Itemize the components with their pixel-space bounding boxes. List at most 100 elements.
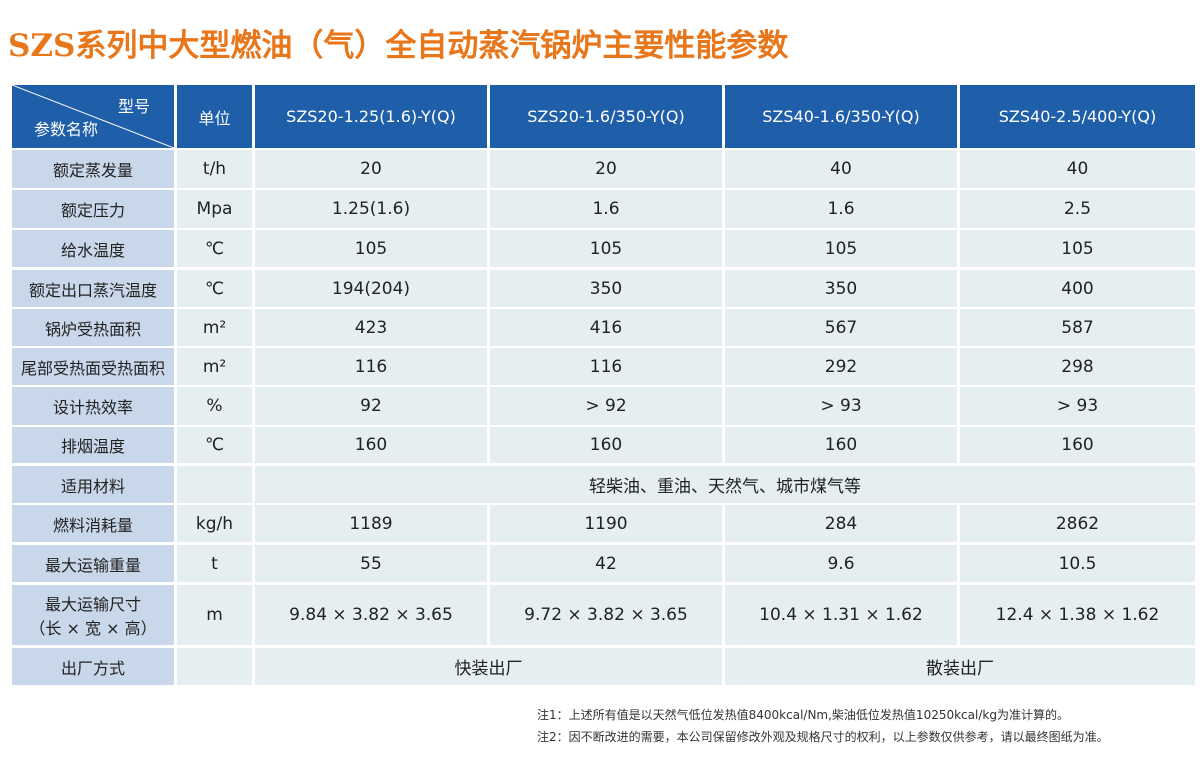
- row-label: 燃料消耗量: [12, 505, 174, 542]
- row-label: 适用材料: [12, 466, 174, 503]
- label-line: 出厂方式: [60, 658, 125, 678]
- value: 20: [255, 150, 487, 188]
- unit: ℃: [177, 230, 252, 267]
- label-line: 设计热效率: [52, 398, 133, 417]
- unit: m²: [177, 348, 252, 385]
- note: 注2：因不断改进的需要，本公司保留修改外观及规格尺寸的权利，以上参数仅供参考，请…: [537, 730, 1109, 744]
- unit: Mpa: [177, 190, 252, 228]
- value: 160: [490, 427, 722, 463]
- label-line: 燃料消耗量: [52, 515, 133, 535]
- value: 160: [255, 427, 487, 463]
- value: 1190: [490, 505, 722, 542]
- value: 快装出厂: [255, 648, 722, 685]
- unit: %: [177, 387, 252, 425]
- value: 1.6: [490, 190, 722, 228]
- unit: ℃: [177, 270, 252, 307]
- header-model: SZS20-1.6/350-Y(Q): [490, 85, 722, 148]
- row-label: 锅炉受热面积: [12, 309, 174, 346]
- label-line: 锅炉受热面积: [44, 319, 141, 339]
- unit: m²: [177, 309, 252, 346]
- value: 2.5: [960, 190, 1195, 228]
- value: 9.84 × 3.82 × 3.65: [255, 585, 487, 645]
- value: 1.6: [725, 190, 957, 228]
- value: 160: [960, 427, 1195, 463]
- value: > 93: [960, 387, 1195, 425]
- value: > 92: [490, 387, 722, 425]
- unit: kg/h: [177, 505, 252, 542]
- value: 423: [255, 309, 487, 346]
- unit: m: [177, 585, 252, 645]
- value: 42: [490, 545, 722, 582]
- value: 55: [255, 545, 487, 582]
- note: 注1：上述所有值是以天然气低位发热值8400kcal/Nm,柴油低位发热值102…: [537, 708, 1069, 722]
- label-line: 最大运输尺寸: [44, 595, 141, 614]
- value: 194(204): [255, 270, 487, 307]
- unit: t/h: [177, 150, 252, 188]
- header-model: SZS40-2.5/400-Y(Q): [960, 85, 1195, 148]
- value: 9.6: [725, 545, 957, 582]
- label-line: 尾部受热面受热面积: [20, 358, 165, 378]
- header-model: SZS40-1.6/350-Y(Q): [725, 85, 957, 148]
- row-label: 给水温度: [12, 230, 174, 267]
- label-line: 排烟温度: [60, 437, 125, 456]
- row-label: 最大运输重量: [12, 545, 174, 582]
- label-line: 给水温度: [60, 240, 125, 260]
- value: 298: [960, 348, 1195, 385]
- value: 400: [960, 270, 1195, 307]
- header-corner: 型号 参数名称: [12, 85, 174, 148]
- value: 1189: [255, 505, 487, 542]
- row-label: 额定出口蒸汽温度: [12, 270, 174, 307]
- value: 105: [960, 230, 1195, 267]
- header-model: SZS20-1.25(1.6)-Y(Q): [255, 85, 487, 148]
- value: 350: [725, 270, 957, 307]
- label-line: 额定蒸发量: [52, 161, 133, 180]
- value: 587: [960, 309, 1195, 346]
- row-label: 设计热效率: [12, 387, 174, 425]
- value: 105: [490, 230, 722, 267]
- value: 40: [960, 150, 1195, 188]
- value: 292: [725, 348, 957, 385]
- row-label: 最大运输尺寸 （长 × 宽 × 高）: [12, 585, 174, 645]
- value: 350: [490, 270, 722, 307]
- row-label: 出厂方式: [12, 648, 174, 685]
- value: 40: [725, 150, 957, 188]
- value: 9.72 × 3.82 × 3.65: [490, 585, 722, 645]
- value: 轻柴油、重油、天然气、城市煤气等: [255, 466, 1195, 503]
- value: 散装出厂: [725, 648, 1195, 685]
- label-line: 最大运输重量: [44, 555, 141, 575]
- label-line: （长 × 宽 × 高）: [29, 619, 157, 638]
- value: 92: [255, 387, 487, 425]
- label-line: 额定出口蒸汽温度: [28, 280, 157, 300]
- row-label: 额定压力: [12, 190, 174, 228]
- value: 12.4 × 1.38 × 1.62: [960, 585, 1195, 645]
- row-label: 额定蒸发量: [12, 150, 174, 188]
- value: 284: [725, 505, 957, 542]
- unit: [177, 648, 252, 685]
- unit: [177, 466, 252, 503]
- title: SZS系列中大型燃油（气）全自动蒸汽锅炉主要性能参数: [8, 28, 789, 64]
- value: 20: [490, 150, 722, 188]
- label-line: 适用材料: [60, 476, 125, 496]
- model-label: 型号: [117, 97, 150, 116]
- value: 567: [725, 309, 957, 346]
- value: > 93: [725, 387, 957, 425]
- value: 10.5: [960, 545, 1195, 582]
- param-label: 参数名称: [34, 120, 99, 139]
- value: 1.25(1.6): [255, 190, 487, 228]
- unit: t: [177, 545, 252, 582]
- value: 160: [725, 427, 957, 463]
- value: 105: [255, 230, 487, 267]
- value: 10.4 × 1.31 × 1.62: [725, 585, 957, 645]
- value: 2862: [960, 505, 1195, 542]
- value: 416: [490, 309, 722, 346]
- label-line: 额定压力: [60, 201, 125, 220]
- row-label: 排烟温度: [12, 427, 174, 463]
- diagonal: [12, 85, 174, 148]
- value: 116: [255, 348, 487, 385]
- header-unit: 单位: [177, 85, 252, 148]
- unit: ℃: [177, 427, 252, 463]
- row-label: 尾部受热面受热面积: [12, 348, 174, 385]
- value: 116: [490, 348, 722, 385]
- value: 105: [725, 230, 957, 267]
